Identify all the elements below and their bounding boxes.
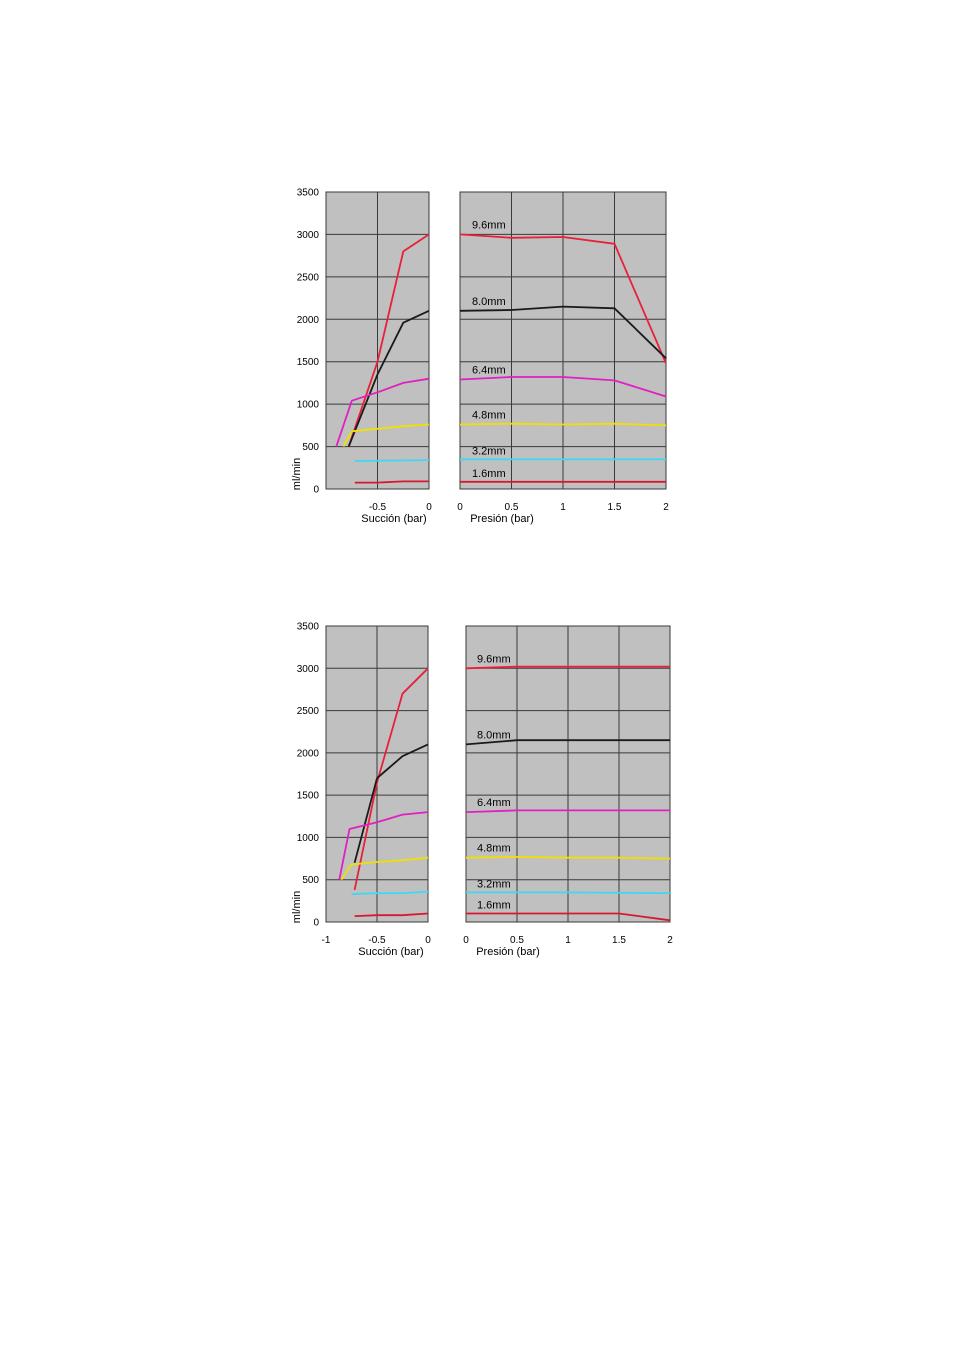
pressure-x-tick-label: 1.5 [612, 935, 626, 946]
series-line-3-2mm-pressure [466, 891, 671, 895]
series-label-1-6mm: 1.6mm [472, 468, 506, 480]
series-line-6-4mm-pressure [459, 376, 667, 398]
pressure-x-tick-label: 0.5 [510, 935, 524, 946]
series-label-6-4mm: 6.4mm [472, 365, 506, 377]
series-line-6-4mm-suction [335, 377, 430, 447]
suction-x-tick-label: -0.5 [368, 935, 386, 946]
series-label-8-0mm: 8.0mm [472, 296, 506, 308]
y-tick-label: 2500 [297, 272, 320, 283]
series-line-1-6mm-suction [354, 480, 429, 484]
series-line-8-0mm-pressure [465, 739, 670, 746]
series-line-8-0mm-suction [347, 309, 430, 447]
pressure-panel: 0 0.5 1 1.5 2 Presión (bar) [457, 191, 669, 525]
pressure-x-tick-label: 0 [463, 935, 469, 946]
suction-x-axis-label: Succión (bar) [361, 513, 426, 525]
series-label-4-8mm: 4.8mm [472, 410, 506, 422]
y-tick-label: 2000 [297, 315, 320, 326]
series-line-4-8mm-suction [340, 856, 429, 881]
pressure-x-tick-label: 0 [457, 502, 463, 513]
series-line-6-4mm-suction [338, 811, 429, 880]
series-line-9-6mm-suction [347, 233, 430, 447]
y-tick-label: 1000 [297, 400, 320, 411]
series-line-9-6mm-pressure [459, 233, 667, 364]
y-tick-label: 3000 [297, 230, 320, 241]
series-line-9-6mm-pressure [465, 665, 670, 670]
y-tick-label: 1500 [297, 791, 320, 802]
y-tick-label: 1000 [297, 833, 320, 844]
y-tick-label: 1500 [297, 357, 320, 368]
series-label-3-2mm: 3.2mm [472, 445, 506, 457]
y-tick-label: 500 [302, 442, 319, 453]
pressure-x-tick-label: 2 [667, 935, 673, 946]
series-label-9-6mm: 9.6mm [477, 653, 511, 665]
suction-x-tick-label: -1 [322, 935, 331, 946]
series-line-1-6mm-pressure [466, 912, 671, 922]
suction-x-axis-label: Succión (bar) [358, 946, 423, 958]
series-line-3-2mm-suction [354, 459, 430, 462]
y-tick-label: 2500 [297, 706, 320, 717]
y-tick-label: 500 [302, 875, 319, 886]
series-line-8-0mm-suction [353, 743, 429, 864]
suction-x-tick-label: 0 [425, 935, 431, 946]
pressure-x-tick-label: 1.5 [608, 502, 622, 513]
series-line-1-6mm-suction [354, 912, 429, 917]
y-tick-label: 3000 [297, 664, 320, 675]
pressure-x-tick-label: 1 [565, 935, 571, 946]
pressure-x-axis-label: Presión (bar) [470, 513, 534, 525]
y-axis-label: ml/min [291, 891, 303, 923]
series-label-6-4mm: 6.4mm [477, 797, 511, 809]
series-label-3-2mm: 3.2mm [477, 878, 511, 890]
pressure-x-tick-label: 2 [663, 502, 669, 513]
series-label-1-6mm: 1.6mm [477, 900, 511, 912]
pressure-x-axis-label: Presión (bar) [476, 946, 540, 958]
y-tick-label: 0 [313, 485, 319, 496]
series-line-3-2mm-suction [351, 890, 429, 895]
y-axis-label: ml/min [291, 458, 303, 490]
series-label-9-6mm: 9.6mm [472, 219, 506, 231]
series-label-4-8mm: 4.8mm [477, 843, 511, 855]
y-tick-label: 3500 [297, 188, 320, 199]
series-line-4-8mm-suction [342, 423, 430, 448]
y-tick-label: 3500 [297, 622, 320, 633]
y-tick-label: 2000 [297, 748, 320, 759]
pressure-x-tick-label: 1 [560, 502, 566, 513]
suction-x-tick-label: -0.5 [369, 502, 387, 513]
suction-x-tick-label: 0 [426, 502, 432, 513]
series-line-4-8mm-pressure [459, 422, 667, 427]
pressure-x-tick-label: 0.5 [505, 502, 519, 513]
series-line-4-8mm-pressure [465, 856, 671, 860]
series-line-8-0mm-pressure [459, 305, 667, 359]
pressure-panel: 0 0.5 1 1.5 2 Presión (bar) [463, 625, 673, 958]
series-line-9-6mm-suction [353, 667, 429, 891]
series-line-6-4mm-pressure [465, 809, 670, 813]
series-label-8-0mm: 8.0mm [477, 729, 511, 741]
y-tick-label: 0 [313, 918, 319, 929]
